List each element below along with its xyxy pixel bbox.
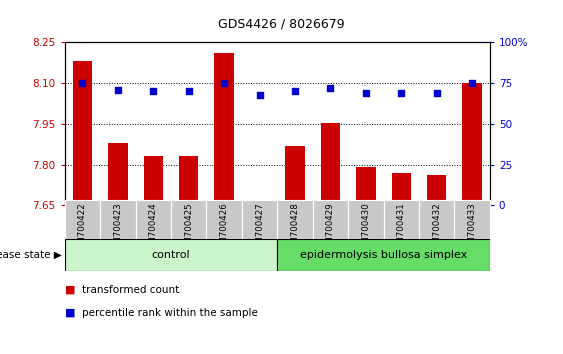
Text: ■: ■: [65, 285, 75, 295]
Point: [78, 80, 87, 86]
FancyBboxPatch shape: [242, 200, 278, 248]
Text: GSM700426: GSM700426: [220, 202, 229, 255]
Point: [220, 80, 229, 86]
Bar: [108, 143, 128, 205]
FancyBboxPatch shape: [65, 200, 100, 248]
Text: GSM700423: GSM700423: [113, 202, 122, 255]
FancyBboxPatch shape: [348, 200, 383, 248]
Bar: [391, 173, 411, 205]
Text: GSM700431: GSM700431: [397, 202, 406, 255]
Bar: [462, 83, 482, 205]
FancyBboxPatch shape: [312, 200, 348, 248]
FancyBboxPatch shape: [419, 200, 454, 248]
Text: percentile rank within the sample: percentile rank within the sample: [82, 308, 257, 318]
Text: GSM700425: GSM700425: [184, 202, 193, 255]
FancyBboxPatch shape: [454, 200, 490, 248]
Text: GSM700429: GSM700429: [326, 202, 335, 255]
Point: [184, 88, 193, 94]
Bar: [250, 202, 269, 205]
Point: [468, 80, 477, 86]
Point: [432, 90, 441, 96]
Text: GSM700422: GSM700422: [78, 202, 87, 255]
FancyBboxPatch shape: [383, 200, 419, 248]
Bar: [427, 176, 446, 205]
Bar: [179, 156, 199, 205]
Text: GSM700433: GSM700433: [468, 202, 477, 255]
Text: GSM700430: GSM700430: [361, 202, 370, 255]
FancyBboxPatch shape: [65, 239, 278, 271]
Text: ■: ■: [65, 308, 75, 318]
Text: GSM700427: GSM700427: [255, 202, 264, 255]
Point: [326, 85, 335, 91]
Text: epidermolysis bullosa simplex: epidermolysis bullosa simplex: [300, 250, 467, 260]
Bar: [215, 53, 234, 205]
Bar: [285, 145, 305, 205]
Point: [291, 88, 300, 94]
FancyBboxPatch shape: [278, 200, 312, 248]
Text: disease state ▶: disease state ▶: [0, 250, 62, 260]
Text: control: control: [151, 250, 190, 260]
Point: [255, 92, 264, 97]
FancyBboxPatch shape: [278, 239, 490, 271]
Text: GSM700424: GSM700424: [149, 202, 158, 255]
Point: [397, 90, 406, 96]
Bar: [356, 167, 376, 205]
Text: transformed count: transformed count: [82, 285, 179, 295]
Point: [113, 87, 122, 92]
Text: GSM700432: GSM700432: [432, 202, 441, 255]
FancyBboxPatch shape: [100, 200, 136, 248]
Text: GDS4426 / 8026679: GDS4426 / 8026679: [218, 18, 345, 31]
FancyBboxPatch shape: [207, 200, 242, 248]
FancyBboxPatch shape: [136, 200, 171, 248]
Bar: [321, 122, 340, 205]
Point: [361, 90, 370, 96]
Text: GSM700428: GSM700428: [291, 202, 300, 255]
FancyBboxPatch shape: [171, 200, 207, 248]
Point: [149, 88, 158, 94]
Bar: [73, 62, 92, 205]
Bar: [144, 156, 163, 205]
